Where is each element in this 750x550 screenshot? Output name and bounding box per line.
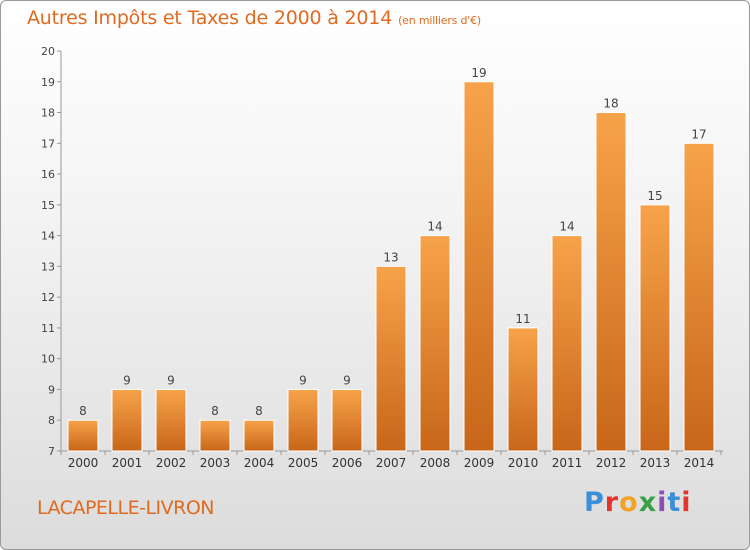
- bar-2006: [331, 388, 363, 452]
- bar-2014: [683, 142, 715, 452]
- x-tick-label: 2012: [596, 456, 627, 470]
- bar-value-label: 17: [691, 127, 706, 141]
- bar-2000: [67, 419, 99, 452]
- chart-subtitle: (en milliers d'€): [398, 14, 481, 27]
- bar-2002: [155, 388, 187, 452]
- x-tick-label: 2002: [156, 456, 187, 470]
- bar-value-label: 14: [559, 220, 574, 234]
- x-tick-label: 2001: [112, 456, 143, 470]
- bar-value-label: 13: [383, 250, 398, 264]
- bar-2012: [595, 112, 627, 452]
- y-tick-label: 15: [41, 199, 55, 212]
- y-tick-label: 19: [41, 76, 55, 89]
- x-tick-label: 2014: [684, 456, 715, 470]
- y-tick-label: 20: [41, 45, 55, 58]
- x-tick-label: 2013: [640, 456, 671, 470]
- x-tick-label: 2006: [332, 456, 363, 470]
- y-tick-label: 10: [41, 353, 55, 366]
- x-tick-label: 2000: [68, 456, 99, 470]
- bar-value-label: 14: [427, 220, 442, 234]
- bar-value-label: 19: [471, 66, 486, 80]
- chart-bars: 8 9 9 8 8 9 9 13 14 19 11 14 18 15 17: [67, 66, 715, 452]
- x-tick-label: 2010: [508, 456, 539, 470]
- bar-value-label: 9: [123, 373, 131, 387]
- bar-value-label: 18: [603, 97, 618, 111]
- bar-value-label: 15: [647, 189, 662, 203]
- bar-2013: [639, 204, 671, 452]
- y-tick-label: 9: [48, 383, 55, 396]
- bar-value-label: 9: [167, 373, 175, 387]
- x-tick-label: 2007: [376, 456, 407, 470]
- bar-2011: [551, 235, 583, 452]
- proxiti-logo: Proxiti: [584, 487, 692, 518]
- x-tick-label: 2011: [552, 456, 583, 470]
- y-tick-label: 18: [41, 107, 55, 120]
- bar-value-label: 8: [211, 404, 219, 418]
- bar-2001: [111, 388, 143, 452]
- y-tick-label: 16: [41, 168, 55, 181]
- bar-2004: [243, 419, 275, 452]
- y-tick-label: 7: [48, 445, 55, 458]
- bar-2009: [463, 81, 495, 452]
- y-tick-label: 12: [41, 291, 55, 304]
- y-tick-label: 8: [48, 414, 55, 427]
- y-tick-label: 11: [41, 322, 55, 335]
- bar-2005: [287, 388, 319, 452]
- bar-2008: [419, 235, 451, 452]
- x-tick-label: 2003: [200, 456, 231, 470]
- x-tick-label: 2009: [464, 456, 495, 470]
- bar-2003: [199, 419, 231, 452]
- bar-2007: [375, 265, 407, 452]
- chart-title-text: Autres Impôts et Taxes de 2000 à 2014: [27, 7, 393, 29]
- bar-value-label: 8: [255, 404, 263, 418]
- bar-value-label: 9: [343, 373, 351, 387]
- bar-value-label: 9: [299, 373, 307, 387]
- y-tick-label: 13: [41, 260, 55, 273]
- x-tick-label: 2008: [420, 456, 451, 470]
- x-tick-label: 2005: [288, 456, 319, 470]
- chart-title: Autres Impôts et Taxes de 2000 à 2014 (en…: [27, 7, 481, 29]
- y-tick-label: 17: [41, 137, 55, 150]
- y-tick-label: 14: [41, 230, 55, 243]
- bar-value-label: 8: [79, 404, 87, 418]
- x-tick-label: 2004: [244, 456, 275, 470]
- bar-2010: [507, 327, 539, 452]
- bar-value-label: 11: [515, 312, 530, 326]
- commune-name: LACAPELLE-LIVRON: [37, 497, 215, 519]
